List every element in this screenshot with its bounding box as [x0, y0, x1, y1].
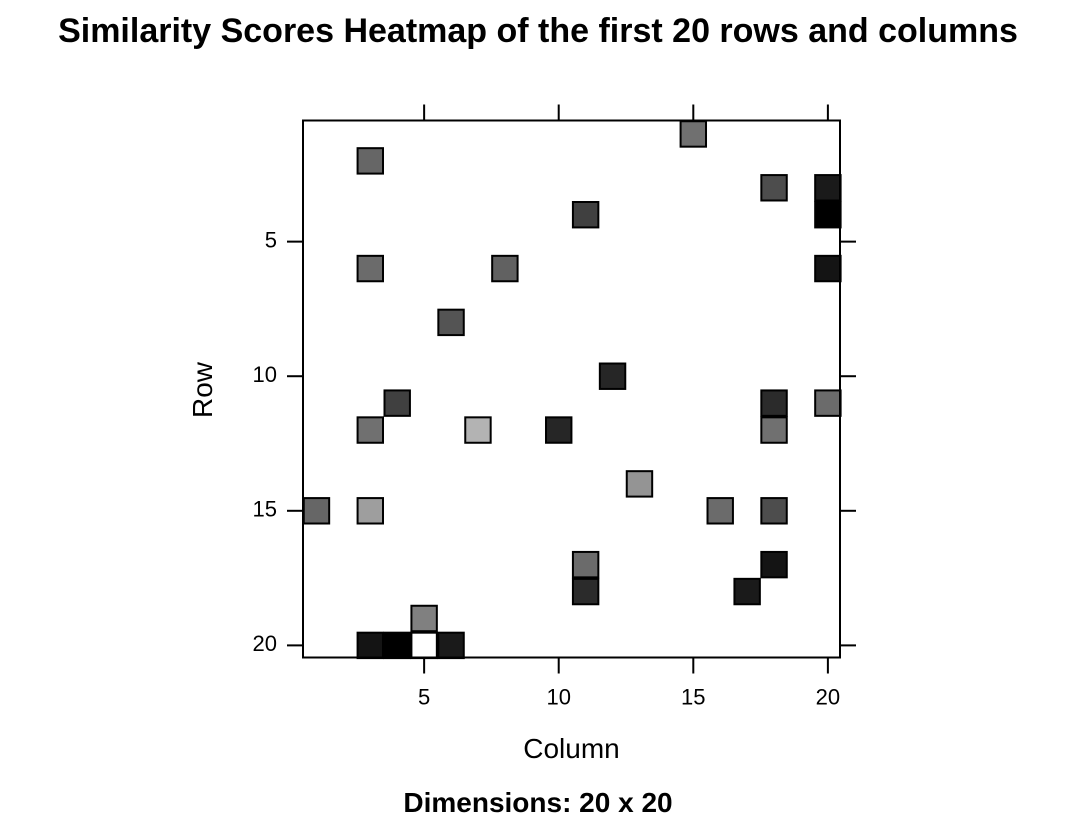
x-axis-label: Column [523, 733, 620, 764]
x-tick-label: 10 [546, 684, 570, 709]
x-tick-label: 15 [681, 684, 705, 709]
heatmap-cell [545, 416, 573, 444]
heatmap-cell [760, 174, 788, 202]
heatmap-cell [814, 254, 842, 283]
heatmap-cell [356, 416, 384, 444]
heatmap-cell [491, 254, 519, 283]
y-axis-label: Row [187, 361, 218, 419]
y-tick-label: 15 [253, 497, 277, 522]
x-tick-label: 20 [816, 684, 840, 709]
chart-title: Similarity Scores Heatmap of the first 2… [58, 12, 1018, 50]
heatmap-cell [464, 416, 492, 444]
heatmap-cell [437, 631, 465, 660]
heatmap-cell [760, 416, 788, 444]
heatmap-cell [571, 201, 600, 229]
heatmap-cell [383, 631, 411, 660]
axis-ticks: 5 10 15 20 5 10 15 20 [253, 104, 856, 709]
x-tick-label: 5 [418, 684, 430, 709]
heatmap-cell [598, 362, 627, 390]
heatmap-cell [356, 254, 384, 283]
heatmap-cell [302, 497, 331, 525]
y-tick-label: 5 [265, 227, 277, 252]
heatmap-cell [625, 470, 654, 498]
heatmap-cells [302, 120, 842, 660]
y-tick-label: 10 [253, 362, 277, 387]
y-tick-label: 20 [253, 631, 277, 656]
heatmap-cell [410, 631, 438, 660]
heatmap-cell [383, 389, 411, 417]
heatmap-cell [706, 497, 734, 525]
heatmap-cell [814, 389, 842, 417]
heatmap-cell [814, 174, 842, 202]
plot-frame [302, 119, 841, 659]
heatmap-cell [760, 550, 788, 579]
heatmap-cell [437, 308, 465, 337]
heatmap-cell [571, 577, 600, 606]
heatmap-cell [814, 201, 842, 229]
heatmap-cell [679, 120, 708, 148]
heatmap-cell [356, 497, 384, 525]
chart-subtitle: Dimensions: 20 x 20 [403, 787, 673, 818]
heatmap-cell [410, 604, 438, 633]
heatmap-cell [760, 497, 788, 525]
heatmap-cell [760, 389, 788, 417]
heatmap-cell [356, 631, 384, 660]
heatmap-cell [356, 147, 384, 175]
heatmap-cell [571, 550, 600, 579]
heatmap-cell [733, 577, 761, 606]
